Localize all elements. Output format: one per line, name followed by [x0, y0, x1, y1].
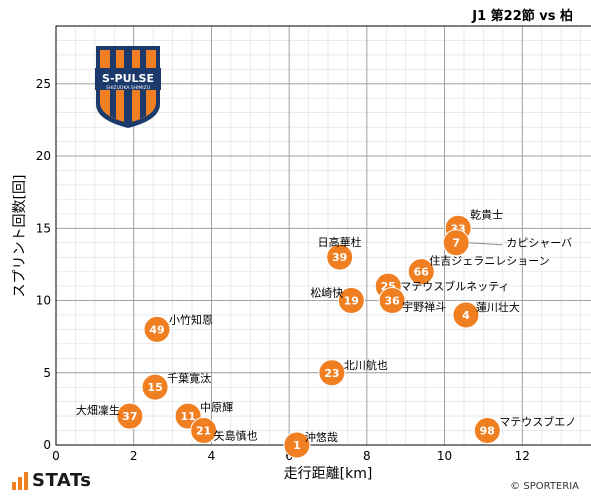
player-marker [283, 431, 311, 459]
player-marker [326, 243, 354, 271]
player-number: 7 [452, 237, 460, 250]
player-name: マテウスブエノ [499, 415, 576, 429]
player-number: 15 [147, 381, 162, 394]
player-marker [190, 417, 218, 445]
player-point: 39 日高華杜 [318, 235, 362, 271]
player-number: 23 [324, 367, 339, 380]
x-axis-label: 走行距離[km] [284, 465, 373, 482]
player-name: カピシャーバ [506, 237, 572, 250]
player-marker [143, 315, 171, 343]
player-number: 49 [149, 323, 164, 336]
player-number: 36 [384, 295, 400, 308]
player-name: 蓮川壮大 [476, 300, 520, 314]
chart-title: J1 第22節 vs 柏 [471, 8, 573, 24]
x-tick-label: 8 [363, 449, 371, 463]
player-marker [141, 373, 169, 401]
x-tick-label: 4 [208, 449, 216, 463]
player-name: 住吉ジェラニレショーン [429, 254, 549, 268]
x-tick-label: 0 [52, 449, 60, 463]
player-name: 日高華杜 [318, 235, 362, 249]
player-name: 宇野禅斗 [402, 300, 446, 314]
x-tick-label: 2 [130, 449, 138, 463]
player-number: 39 [332, 251, 347, 264]
player-number: 66 [414, 266, 430, 279]
player-point: 49 小竹知恩 [143, 312, 213, 343]
crest-banner [95, 68, 161, 90]
plot-frame [55, 25, 591, 446]
player-name: 小竹知恩 [169, 312, 213, 326]
player-marker [407, 258, 435, 286]
player-number: 11 [180, 410, 195, 423]
player-name: 矢島慎也 [214, 429, 258, 443]
crest-text-sub: SHIZUOKA SHIMIZU [106, 85, 150, 91]
player-marker [318, 359, 346, 387]
y-tick-label: 5 [43, 366, 51, 380]
copyright: © SPORTERIA [510, 481, 579, 492]
player-point: 98 マテウスブエノ [473, 415, 576, 445]
player-number: 19 [344, 295, 359, 308]
player-marker [378, 287, 406, 315]
player-name: 大畑凜生 [76, 403, 120, 417]
player-marker [337, 287, 365, 315]
y-axis-label: スプリント回数[回] [12, 175, 28, 298]
player-name: 千葉寛汰 [167, 371, 211, 385]
player-marker [473, 417, 501, 445]
y-tick-label: 20 [36, 149, 51, 163]
player-number: 98 [480, 425, 495, 438]
player-number: 37 [122, 410, 137, 423]
player-number: 4 [462, 309, 470, 322]
player-marker [116, 402, 144, 430]
player-point: 36 宇野禅斗 [378, 287, 446, 315]
x-tick-label: 10 [437, 449, 452, 463]
player-point: 21 矢島慎也 [190, 417, 258, 445]
axes: 024681012140510152025 [36, 25, 591, 463]
player-point: 4 蓮川壮大 [452, 300, 520, 329]
player-marker [452, 301, 480, 329]
y-tick-label: 25 [36, 77, 51, 91]
player-name: 乾貴士 [470, 207, 503, 221]
player-name: 北川航也 [344, 358, 388, 372]
player-number: 21 [196, 425, 211, 438]
crest-text-main: S-PULSE [102, 72, 154, 85]
player-name: 松崎快 [310, 286, 343, 300]
y-tick-label: 15 [36, 221, 51, 235]
player-point: 15 千葉寛汰 [141, 371, 211, 401]
label-leader-line [469, 242, 503, 246]
player-point: 23 北川航也 [318, 358, 388, 387]
player-number: 1 [293, 439, 301, 452]
bar-chart-icon [12, 471, 28, 490]
player-name: マテウスブルネッティ [400, 279, 509, 293]
y-tick-label: 10 [36, 294, 51, 308]
y-tick-label: 0 [43, 438, 51, 452]
player-name: 沖悠哉 [305, 430, 338, 444]
player-name: 中原輝 [200, 401, 233, 414]
player-point: 7 カピシャーバ [442, 229, 572, 257]
brand-name: STATs [32, 470, 92, 491]
stats-brand: STATs [12, 470, 91, 491]
player-point: 1 沖悠哉 [283, 430, 338, 459]
x-tick-label: 12 [515, 449, 530, 463]
team-crest-logo: S-PULSE SHIZUOKA SHIMIZU [95, 46, 161, 128]
